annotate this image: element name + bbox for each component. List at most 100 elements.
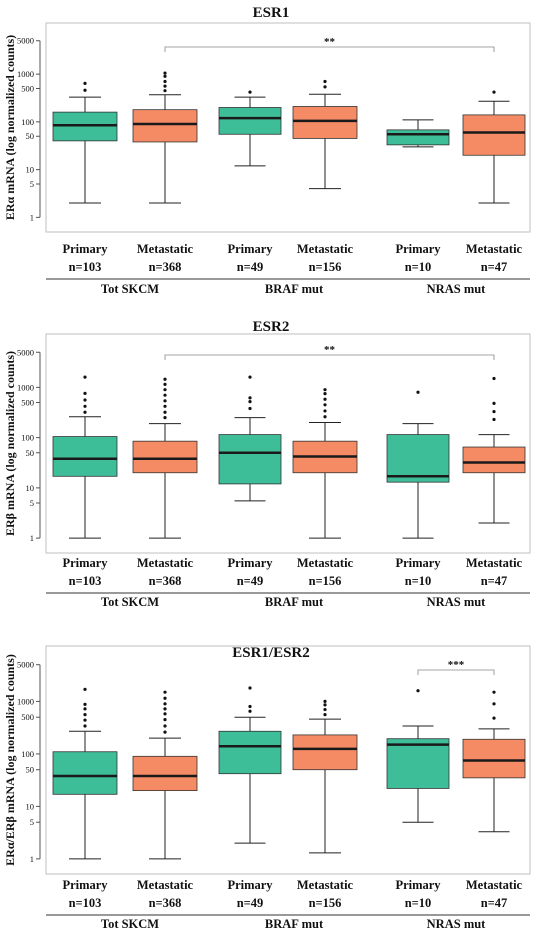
y-tick-label: 1 xyxy=(30,212,34,222)
outlier-point xyxy=(248,396,252,400)
outlier-point xyxy=(248,406,252,411)
outlier-point xyxy=(163,404,167,408)
sample-size-label: n=10 xyxy=(405,896,432,910)
y-tick-label: 10 xyxy=(26,165,35,175)
outlier-point xyxy=(163,89,167,93)
significance-label: ** xyxy=(324,36,336,48)
category-label: Metastatic xyxy=(297,242,354,256)
outlier-point xyxy=(83,687,87,691)
significance-bracket xyxy=(164,46,495,52)
outlier-point xyxy=(163,74,167,78)
outlier-point xyxy=(492,690,496,694)
outlier-point xyxy=(163,702,167,706)
box-metastatic xyxy=(292,734,358,771)
y-tick-label: 500 xyxy=(21,83,34,93)
sample-size-label: n=49 xyxy=(237,896,264,910)
outlier-point xyxy=(83,404,87,408)
outlier-point xyxy=(492,716,496,720)
y-tick-label: 5 xyxy=(30,498,34,508)
box-primary xyxy=(218,107,282,135)
category-label: Primary xyxy=(395,242,441,256)
outlier-point xyxy=(163,416,167,420)
category-label: Metastatic xyxy=(137,878,194,892)
box-primary xyxy=(218,434,282,485)
group-label: Tot SKCM xyxy=(101,917,159,931)
box-primary xyxy=(386,434,450,483)
box-primary xyxy=(52,436,118,477)
box-primary xyxy=(52,751,118,795)
outlier-point xyxy=(163,730,167,734)
group-label: NRAS mut xyxy=(427,917,487,931)
y-tick-label: 500 xyxy=(21,398,34,408)
sample-size-label: n=368 xyxy=(149,260,182,274)
y-tick-label: 1000 xyxy=(17,696,34,706)
outlier-point xyxy=(163,690,167,694)
outlier-point xyxy=(163,707,167,711)
outlier-point xyxy=(323,415,327,419)
group-label: Tot SKCM xyxy=(101,595,159,609)
y-tick-label: 50 xyxy=(26,448,35,458)
category-label: Primary xyxy=(227,556,273,570)
outlier-point xyxy=(83,410,87,414)
y-tick-label: 100 xyxy=(21,749,34,759)
significance-bracket xyxy=(417,669,495,675)
outlier-point xyxy=(492,401,496,405)
category-label: Metastatic xyxy=(137,242,194,256)
category-label: Metastatic xyxy=(466,242,523,256)
sample-size-label: n=103 xyxy=(69,574,102,588)
y-tick-label: 100 xyxy=(21,433,34,443)
sample-size-label: n=10 xyxy=(405,574,432,588)
y-tick-label: 5000 xyxy=(17,36,34,46)
y-tick-label: 10 xyxy=(26,801,35,811)
sample-size-label: n=368 xyxy=(149,574,182,588)
outlier-point xyxy=(83,375,87,379)
significance-label: *** xyxy=(448,659,465,671)
box-metastatic xyxy=(132,109,198,143)
sample-size-label: n=49 xyxy=(237,260,264,274)
outlier-point xyxy=(163,382,167,386)
box-metastatic xyxy=(132,440,198,474)
outlier-point xyxy=(416,390,420,394)
category-label: Metastatic xyxy=(466,556,523,570)
box-metastatic xyxy=(462,738,526,779)
y-tick-label: 10 xyxy=(26,483,35,493)
outlier-point xyxy=(323,409,327,413)
outlier-point xyxy=(248,90,252,94)
plot-frame xyxy=(45,645,531,875)
category-label: Primary xyxy=(62,242,108,256)
box-primary xyxy=(218,730,282,775)
outlier-point xyxy=(323,403,327,407)
outlier-point xyxy=(163,388,167,392)
box-metastatic xyxy=(292,106,358,139)
outlier-point xyxy=(323,699,327,704)
category-label: Primary xyxy=(395,556,441,570)
outlier-point xyxy=(248,709,252,713)
y-tick-label: 500 xyxy=(21,712,34,722)
outlier-point xyxy=(163,724,167,728)
category-label: Metastatic xyxy=(297,556,354,570)
y-tick-label: 5 xyxy=(30,817,34,827)
outlier-point xyxy=(163,696,167,700)
y-axis-label: ERα mRNA (log normalized counts) xyxy=(3,35,17,220)
outlier-point xyxy=(248,704,252,709)
box-metastatic xyxy=(462,114,526,156)
y-tick-label: 50 xyxy=(26,131,35,141)
category-label: Primary xyxy=(62,556,108,570)
outlier-point xyxy=(163,377,167,381)
outlier-point xyxy=(323,388,327,392)
outlier-point xyxy=(83,702,87,706)
outlier-point xyxy=(83,724,87,728)
group-label: BRAF mut xyxy=(265,595,324,609)
outlier-point xyxy=(323,703,327,707)
category-label: Primary xyxy=(227,242,273,256)
sample-size-label: n=103 xyxy=(69,260,102,274)
outlier-point xyxy=(83,81,87,85)
outlier-point xyxy=(248,375,252,379)
significance-bracket xyxy=(164,354,495,360)
outlier-point xyxy=(492,409,496,414)
group-label: NRAS mut xyxy=(427,282,487,296)
category-label: Metastatic xyxy=(297,878,354,892)
outlier-point xyxy=(323,397,327,401)
group-label: Tot SKCM xyxy=(101,282,159,296)
